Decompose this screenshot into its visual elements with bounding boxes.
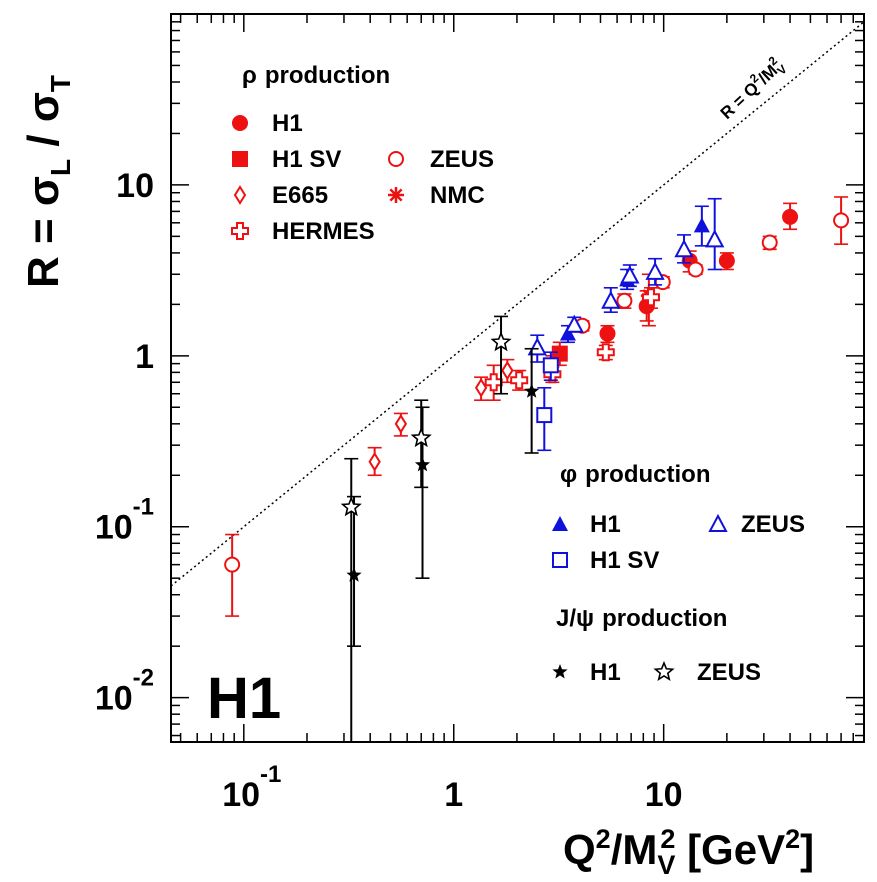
legend-label-phi-h1: H1 <box>590 511 621 538</box>
legend-jpsi: J/ψ production H1 ZEUS <box>552 605 761 686</box>
point-rho-zeus <box>224 556 241 573</box>
legend-symbol <box>232 115 248 131</box>
legend-label-jpsi-zeus: ZEUS <box>697 659 761 686</box>
legend-marker-rho-h1 <box>232 115 248 131</box>
reference-line-path <box>170 21 865 587</box>
point-rho-h1 <box>599 325 616 342</box>
legend-rho-heading: ρ production <box>242 62 390 89</box>
legend-symbol <box>653 660 675 681</box>
point-rho-zeus <box>687 261 704 278</box>
legend-label-rho-h1: H1 <box>272 110 303 137</box>
x-tick-label: 10 <box>645 776 683 814</box>
legend-marker-jpsi-zeus <box>653 660 675 681</box>
legend-label-rho-hermes: HERMES <box>272 218 375 245</box>
point-rho-hermes <box>641 288 660 307</box>
legend-symbol <box>708 513 728 532</box>
legend-phi-heading: φ production <box>560 461 710 488</box>
legend-symbol <box>388 151 404 167</box>
point-phi-zeus <box>601 290 621 309</box>
point-phi-zeus <box>564 314 584 333</box>
x-tick-label: 10-1 <box>222 761 281 814</box>
legend-marker-rho-e665 <box>233 185 247 205</box>
y-axis-title: R = σL / σT <box>19 75 76 288</box>
legend-marker-jpsi-h1 <box>552 664 568 679</box>
point-phi-zeus <box>674 239 694 258</box>
legend-label-rho-h1sv: H1 SV <box>272 146 341 173</box>
tick-labels: 10-1 1 10 10-2 10-1 1 10 <box>95 167 683 814</box>
legend-symbol <box>552 552 568 568</box>
legend-label-jpsi-h1: H1 <box>590 659 621 686</box>
axis-ticks <box>171 13 865 742</box>
point-phi-zeus <box>645 261 665 280</box>
legend-marker-rho-zeus <box>388 151 404 167</box>
point-jpsi-zeus <box>340 496 362 517</box>
legend-label-rho-e665: E665 <box>272 182 328 209</box>
legend-label-phi-zeus: ZEUS <box>741 511 805 538</box>
legend-marker-rho-h1sv <box>232 151 248 167</box>
point-jpsi-h1 <box>346 567 362 582</box>
h1-logo: H1 <box>207 666 281 731</box>
y-tick-label: 10-2 <box>95 665 154 718</box>
legend-marker-rho-nmc <box>388 187 404 203</box>
y-tick-label: 10-1 <box>95 494 154 547</box>
legend-marker-phi-h1 <box>552 516 568 531</box>
point-rho-e665 <box>501 360 514 381</box>
point-phi-h1-sv <box>542 357 559 374</box>
point-phi-zeus <box>527 337 547 356</box>
reference-line <box>170 21 865 587</box>
x-axis-title: Q2/MV2 [GeV2] <box>563 824 814 880</box>
legend-jpsi-heading: J/ψ production <box>556 605 727 632</box>
legend-marker-phi-h1sv <box>552 552 568 568</box>
point-phi-h1 <box>693 217 710 233</box>
point-rho-e665 <box>474 377 488 398</box>
legend-phi: φ production H1 ZEUS H1 SV <box>552 461 805 574</box>
point-rho-hermes <box>596 343 615 362</box>
point-rho-hermes <box>484 373 503 392</box>
point-rho-e665 <box>368 451 381 472</box>
point-jpsi-zeus <box>490 331 512 352</box>
point-rho-zeus <box>761 234 778 251</box>
legend-label-rho-nmc: NMC <box>430 182 485 209</box>
point-phi-h1-sv <box>536 407 553 424</box>
point-jpsi-h1 <box>524 383 540 398</box>
point-jpsi-h1 <box>414 456 431 472</box>
point-rho-e665 <box>394 413 408 434</box>
point-rho-h1 <box>718 252 735 269</box>
legend-label-phi-h1sv: H1 SV <box>590 547 659 574</box>
data-points <box>224 196 850 743</box>
legend-symbol <box>552 516 568 531</box>
point-phi-h1 <box>559 325 576 341</box>
point-jpsi-zeus <box>410 426 432 448</box>
point-rho-h1 <box>782 208 799 225</box>
legend-symbol <box>232 151 248 167</box>
y-tick-label: 1 <box>135 338 154 376</box>
point-phi-zeus <box>705 229 725 248</box>
point-rho-zeus <box>833 212 850 229</box>
point-rho-zeus <box>616 292 633 309</box>
legend-symbol <box>231 222 249 240</box>
legend-marker-rho-hermes <box>231 222 249 240</box>
legend-symbol <box>552 664 568 679</box>
point-phi-zeus <box>620 265 640 284</box>
legend-rho: ρ production H1 H1 SV ZEUS E665 NMC HERME… <box>231 62 494 245</box>
legend-symbol <box>233 185 247 205</box>
legend-marker-phi-zeus <box>708 513 728 532</box>
point-rho-hermes <box>510 371 529 390</box>
legend-symbol <box>388 187 404 203</box>
legend-label-rho-zeus: ZEUS <box>430 146 494 173</box>
y-tick-label: 10 <box>116 167 154 205</box>
x-tick-label: 1 <box>444 776 463 814</box>
reference-line-label: R = Q2/MV2 <box>714 53 790 126</box>
